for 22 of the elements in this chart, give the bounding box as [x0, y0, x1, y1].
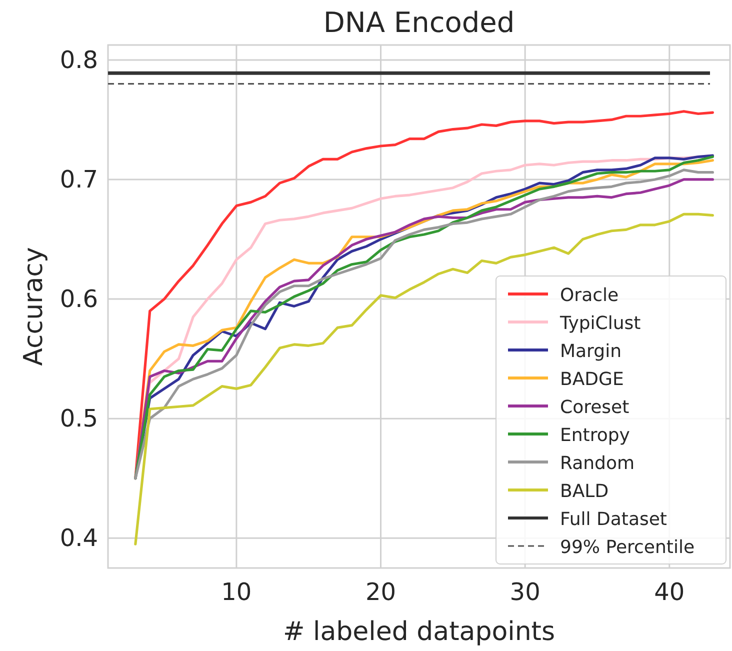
- legend-label: Entropy: [560, 425, 630, 446]
- legend-label: Margin: [560, 341, 622, 362]
- x-tick-label: 40: [654, 578, 685, 606]
- legend-label: 99% Percentile: [560, 537, 695, 558]
- chart-title: DNA Encoded: [323, 6, 515, 39]
- x-axis-title: # labeled datapoints: [282, 617, 556, 647]
- y-tick-label: 0.4: [60, 524, 98, 552]
- legend-label: Oracle: [560, 285, 619, 306]
- legend-label: TypiClust: [559, 313, 641, 334]
- legend-label: BADGE: [560, 369, 624, 390]
- x-tick-label: 10: [221, 578, 252, 606]
- x-tick-label: 30: [510, 578, 540, 606]
- x-tick-label: 20: [365, 578, 396, 606]
- y-axis-title: Accuracy: [19, 247, 49, 366]
- y-tick-label: 0.7: [60, 165, 98, 194]
- legend-label: Coreset: [560, 397, 630, 418]
- y-tick-label: 0.8: [60, 46, 98, 74]
- legend-label: Full Dataset: [560, 509, 667, 530]
- legend-label: BALD: [560, 481, 609, 502]
- y-tick-label: 0.5: [60, 404, 98, 433]
- legend-label: Random: [560, 453, 635, 474]
- y-tick-label: 0.6: [60, 285, 98, 314]
